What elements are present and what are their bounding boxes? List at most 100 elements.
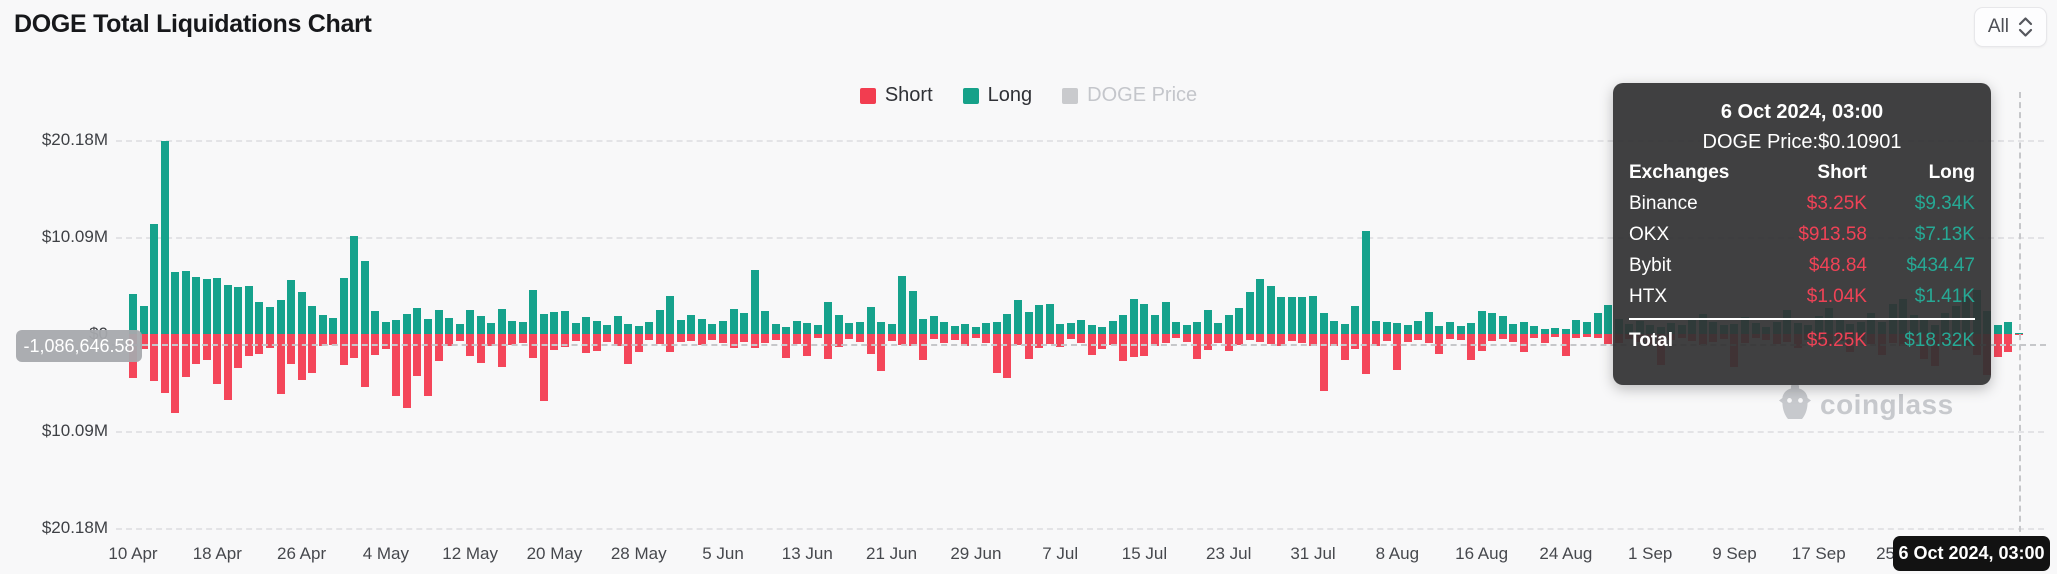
bar-long[interactable] [792,320,801,334]
bar-long[interactable] [1193,322,1202,334]
bar-short[interactable] [1530,334,1539,338]
bar-short[interactable] [813,334,822,338]
bar-short[interactable] [898,334,907,345]
bar-long[interactable] [1298,296,1307,334]
bar-long[interactable] [1150,314,1159,334]
bar-long[interactable] [1066,323,1075,334]
bar-long[interactable] [1551,328,1560,334]
bar-short[interactable] [908,334,917,346]
bar-short[interactable] [1319,334,1328,391]
bar-long[interactable] [181,270,190,334]
bar-short[interactable] [181,334,190,378]
bar-long[interactable] [1530,326,1539,334]
bar-long[interactable] [1456,326,1465,334]
bar-short[interactable] [1351,334,1360,350]
bar-long[interactable] [202,279,211,334]
bar-short[interactable] [1340,334,1349,360]
bar-long[interactable] [371,310,380,334]
bar-long[interactable] [803,323,812,334]
bar-short[interactable] [950,334,959,340]
bar-short[interactable] [1446,334,1454,339]
bar-short[interactable] [866,334,875,355]
bar-long[interactable] [782,327,791,334]
bar-short[interactable] [1488,334,1497,341]
bar-long[interactable] [213,278,222,334]
bar-long[interactable] [1372,320,1381,334]
bar-long[interactable] [1056,324,1065,334]
bar-long[interactable] [381,321,390,334]
bar-long[interactable] [1604,305,1613,334]
bar-short[interactable] [1382,334,1391,341]
bar-long[interactable] [539,313,548,334]
bar-short[interactable] [1256,334,1265,342]
bar-long[interactable] [1129,299,1138,334]
bar-short[interactable] [1593,334,1602,338]
bar-long[interactable] [1108,320,1117,334]
bar-long[interactable] [529,289,538,334]
bar-long[interactable] [1203,309,1212,334]
bar-short[interactable] [508,334,517,345]
bar-short[interactable] [1245,334,1254,340]
bar-short[interactable] [655,334,664,344]
bar-long[interactable] [1351,306,1360,334]
bar-short[interactable] [150,334,159,382]
bar-short[interactable] [139,334,148,350]
bar-long[interactable] [445,317,454,334]
bar-short[interactable] [360,334,369,387]
bar-short[interactable] [771,334,780,340]
bar-long[interactable] [729,309,738,334]
bar-short[interactable] [1014,334,1023,345]
bar-short[interactable] [1540,334,1549,343]
bar-short[interactable] [750,334,759,349]
bar-short[interactable] [961,334,970,347]
bar-short[interactable] [1003,334,1012,379]
bar-short[interactable] [213,334,222,384]
bar-long[interactable] [192,277,201,334]
bar-long[interactable] [761,310,770,334]
bar-short[interactable] [834,334,843,348]
bar-short[interactable] [992,334,1001,374]
bar-long[interactable] [1435,326,1444,334]
bar-short[interactable] [192,334,201,364]
bar-long[interactable] [666,295,675,334]
bar-long[interactable] [1266,285,1275,334]
bar-long[interactable] [1098,327,1107,334]
bar-short[interactable] [276,334,285,394]
bar-long[interactable] [518,322,527,334]
bar-long[interactable] [719,320,728,334]
bar-long[interactable] [255,302,264,334]
bar-short[interactable] [445,334,454,347]
bar-long[interactable] [424,318,432,334]
bar-short[interactable] [1150,334,1159,347]
bar-long[interactable] [1477,310,1486,334]
bar-short[interactable] [1424,334,1433,343]
bar-long[interactable] [2004,322,2013,334]
bar-long[interactable] [603,325,612,334]
bar-short[interactable] [1467,334,1476,360]
bar-short[interactable] [740,334,749,342]
bar-long[interactable] [160,140,169,334]
bar-short[interactable] [1414,334,1423,340]
bar-long[interactable] [824,302,833,334]
bar-short[interactable] [1498,334,1507,339]
bar-long[interactable] [1256,279,1265,334]
bar-short[interactable] [697,334,706,345]
bar-short[interactable] [603,334,612,342]
bar-long[interactable] [1488,312,1497,334]
bar-short[interactable] [1361,334,1370,375]
bar-long[interactable] [834,314,843,334]
bar-long[interactable] [1161,302,1170,334]
bar-short[interactable] [1456,334,1465,340]
bar-short[interactable] [497,334,506,367]
bar-short[interactable] [824,334,833,359]
bar-short[interactable] [318,334,327,347]
bar-short[interactable] [1056,334,1065,348]
bar-long[interactable] [708,324,717,334]
bar-short[interactable] [1604,334,1613,344]
bar-long[interactable] [908,290,917,334]
bar-long[interactable] [740,312,749,334]
bar-short[interactable] [1277,334,1286,346]
bar-long[interactable] [1540,329,1549,334]
bar-long[interactable] [1003,313,1012,334]
bar-long[interactable] [634,326,643,334]
